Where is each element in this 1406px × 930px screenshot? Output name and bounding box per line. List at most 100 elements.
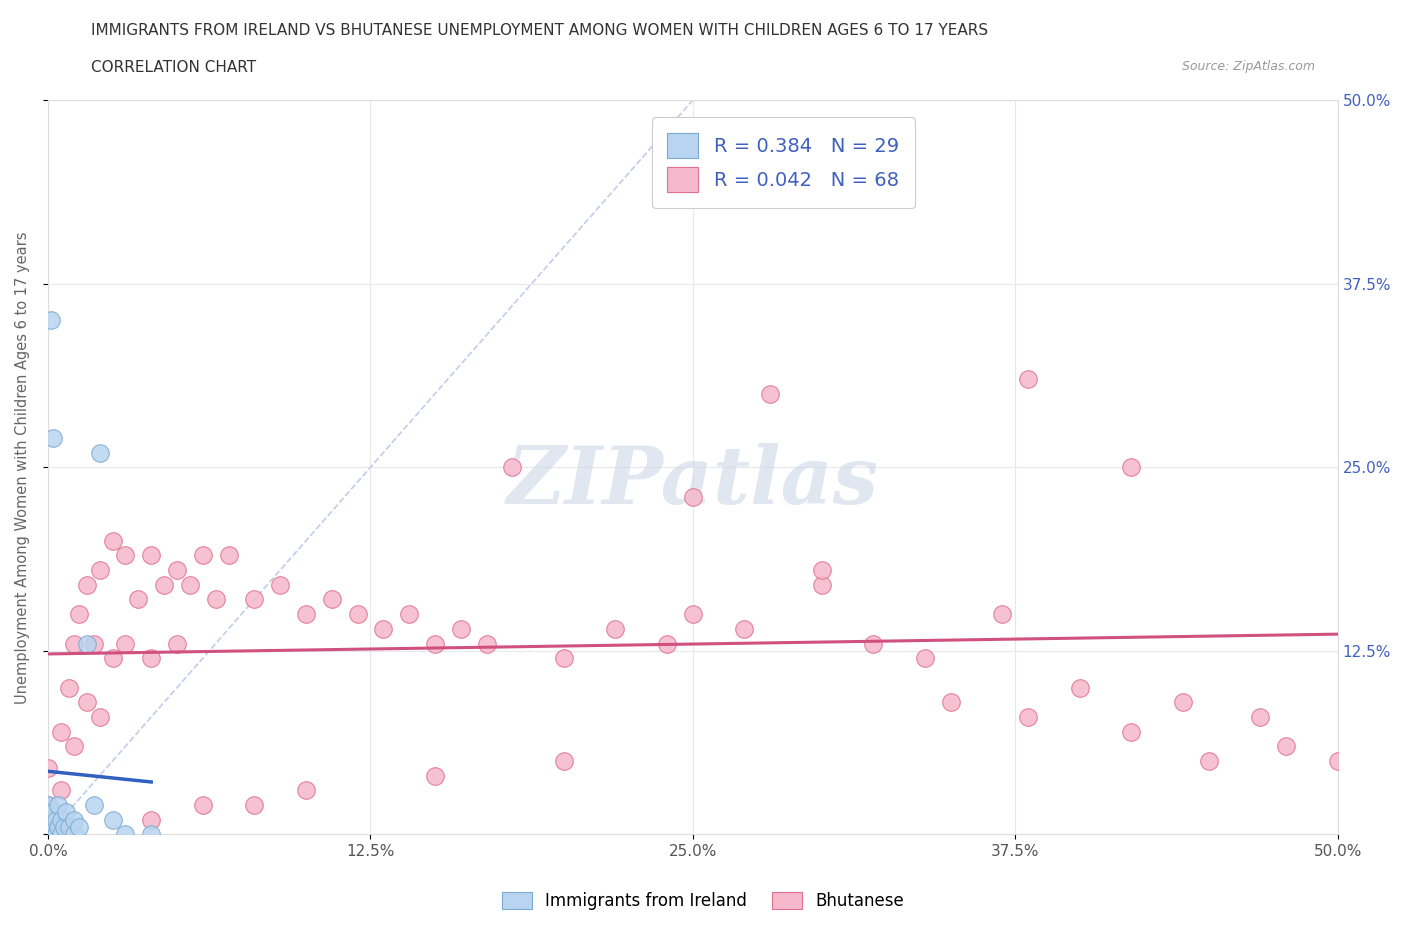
Point bbox=[141, 651, 163, 666]
Point bbox=[605, 621, 627, 636]
Point bbox=[127, 592, 149, 607]
Point bbox=[423, 636, 446, 651]
Point bbox=[89, 710, 111, 724]
Point bbox=[101, 651, 124, 666]
Point bbox=[373, 621, 395, 636]
Point bbox=[37, 812, 59, 827]
Point bbox=[63, 827, 86, 842]
Point bbox=[321, 592, 343, 607]
Point bbox=[733, 621, 755, 636]
Text: IMMIGRANTS FROM IRELAND VS BHUTANESE UNEMPLOYMENT AMONG WOMEN WITH CHILDREN AGES: IMMIGRANTS FROM IRELAND VS BHUTANESE UNE… bbox=[91, 23, 988, 38]
Point bbox=[37, 805, 59, 820]
Point bbox=[1198, 753, 1220, 768]
Point bbox=[76, 636, 98, 651]
Point bbox=[166, 636, 188, 651]
Point bbox=[89, 563, 111, 578]
Legend: R = 0.384   N = 29, R = 0.042   N = 68: R = 0.384 N = 29, R = 0.042 N = 68 bbox=[651, 117, 914, 208]
Point bbox=[553, 651, 575, 666]
Point bbox=[67, 819, 90, 834]
Point bbox=[37, 819, 59, 834]
Point bbox=[914, 651, 936, 666]
Point bbox=[114, 827, 136, 842]
Point bbox=[346, 606, 368, 621]
Point bbox=[862, 636, 884, 651]
Point bbox=[37, 827, 59, 842]
Point bbox=[1121, 459, 1143, 474]
Point bbox=[101, 812, 124, 827]
Text: CORRELATION CHART: CORRELATION CHART bbox=[91, 60, 256, 75]
Point bbox=[218, 548, 240, 563]
Point bbox=[48, 819, 70, 834]
Point bbox=[49, 812, 72, 827]
Point bbox=[1017, 372, 1039, 387]
Point bbox=[682, 489, 704, 504]
Point bbox=[759, 386, 782, 401]
Point bbox=[939, 695, 962, 710]
Text: Source: ZipAtlas.com: Source: ZipAtlas.com bbox=[1181, 60, 1315, 73]
Point bbox=[398, 606, 420, 621]
Point bbox=[39, 812, 62, 827]
Point bbox=[1275, 739, 1298, 754]
Point bbox=[63, 812, 86, 827]
Point bbox=[179, 578, 201, 592]
Point bbox=[63, 739, 86, 754]
Point bbox=[166, 563, 188, 578]
Point bbox=[810, 563, 832, 578]
Point bbox=[1249, 710, 1271, 724]
Point bbox=[114, 548, 136, 563]
Point bbox=[810, 578, 832, 592]
Point bbox=[45, 812, 67, 827]
Point bbox=[37, 761, 59, 776]
Point bbox=[55, 805, 77, 820]
Point bbox=[39, 312, 62, 327]
Point bbox=[991, 606, 1014, 621]
Point bbox=[83, 798, 105, 813]
Point bbox=[141, 548, 163, 563]
Point bbox=[655, 636, 678, 651]
Point bbox=[58, 819, 80, 834]
Point bbox=[141, 827, 163, 842]
Point bbox=[63, 636, 86, 651]
Point bbox=[101, 533, 124, 548]
Point bbox=[153, 578, 176, 592]
Point bbox=[49, 783, 72, 798]
Point bbox=[475, 636, 498, 651]
Point bbox=[37, 798, 59, 813]
Point bbox=[269, 578, 291, 592]
Point bbox=[243, 592, 266, 607]
Point bbox=[1017, 710, 1039, 724]
Point bbox=[423, 768, 446, 783]
Y-axis label: Unemployment Among Women with Children Ages 6 to 17 years: Unemployment Among Women with Children A… bbox=[15, 231, 30, 703]
Point bbox=[76, 695, 98, 710]
Point bbox=[114, 636, 136, 651]
Point bbox=[501, 459, 523, 474]
Point bbox=[67, 606, 90, 621]
Point bbox=[37, 798, 59, 813]
Point bbox=[42, 819, 65, 834]
Point bbox=[37, 819, 59, 834]
Point bbox=[48, 798, 70, 813]
Point bbox=[243, 798, 266, 813]
Point bbox=[52, 819, 75, 834]
Point bbox=[450, 621, 472, 636]
Point bbox=[1326, 753, 1348, 768]
Point bbox=[83, 636, 105, 651]
Point bbox=[45, 827, 67, 842]
Point bbox=[295, 783, 318, 798]
Point bbox=[1121, 724, 1143, 739]
Point bbox=[76, 578, 98, 592]
Point bbox=[49, 827, 72, 842]
Legend: Immigrants from Ireland, Bhutanese: Immigrants from Ireland, Bhutanese bbox=[495, 885, 911, 917]
Point bbox=[682, 606, 704, 621]
Point bbox=[295, 606, 318, 621]
Point bbox=[191, 548, 214, 563]
Point bbox=[553, 753, 575, 768]
Point bbox=[42, 431, 65, 445]
Point bbox=[42, 805, 65, 820]
Point bbox=[1069, 680, 1091, 695]
Point bbox=[204, 592, 226, 607]
Point bbox=[49, 724, 72, 739]
Point bbox=[141, 812, 163, 827]
Text: ZIPatlas: ZIPatlas bbox=[506, 444, 879, 521]
Point bbox=[191, 798, 214, 813]
